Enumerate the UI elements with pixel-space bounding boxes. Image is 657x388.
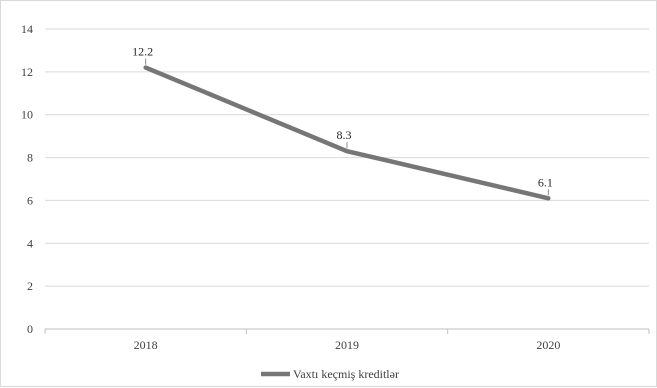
- series-line: [143, 65, 551, 201]
- legend: Vaxtı keçmiş kreditlər: [261, 367, 399, 381]
- y-tick-label: 6: [27, 193, 33, 207]
- gridlines: [45, 28, 649, 330]
- y-tick-label: 12: [21, 65, 33, 79]
- x-tick-label: 2019: [335, 338, 359, 352]
- series-group: [143, 65, 551, 201]
- data-labels: 12.2 8.3 6.1: [132, 45, 553, 196]
- y-tick-label: 10: [21, 108, 33, 122]
- data-label: 12.2: [132, 45, 153, 59]
- y-tick-label: 0: [27, 322, 33, 336]
- x-axis-ticks: 2018 2019 2020: [44, 329, 650, 352]
- data-label: 6.1: [538, 175, 553, 189]
- data-label: 8.3: [337, 128, 352, 142]
- y-tick-label: 4: [27, 236, 33, 250]
- y-axis-ticks: 0 2 4 6 8 10 12 14: [21, 22, 33, 336]
- y-tick-label: 8: [27, 151, 33, 165]
- y-tick-label: 14: [21, 22, 33, 36]
- legend-label: Vaxtı keçmiş kreditlər: [293, 367, 399, 381]
- x-tick-label: 2018: [134, 338, 158, 352]
- y-tick-label: 2: [27, 279, 33, 293]
- x-tick-label: 2020: [536, 338, 560, 352]
